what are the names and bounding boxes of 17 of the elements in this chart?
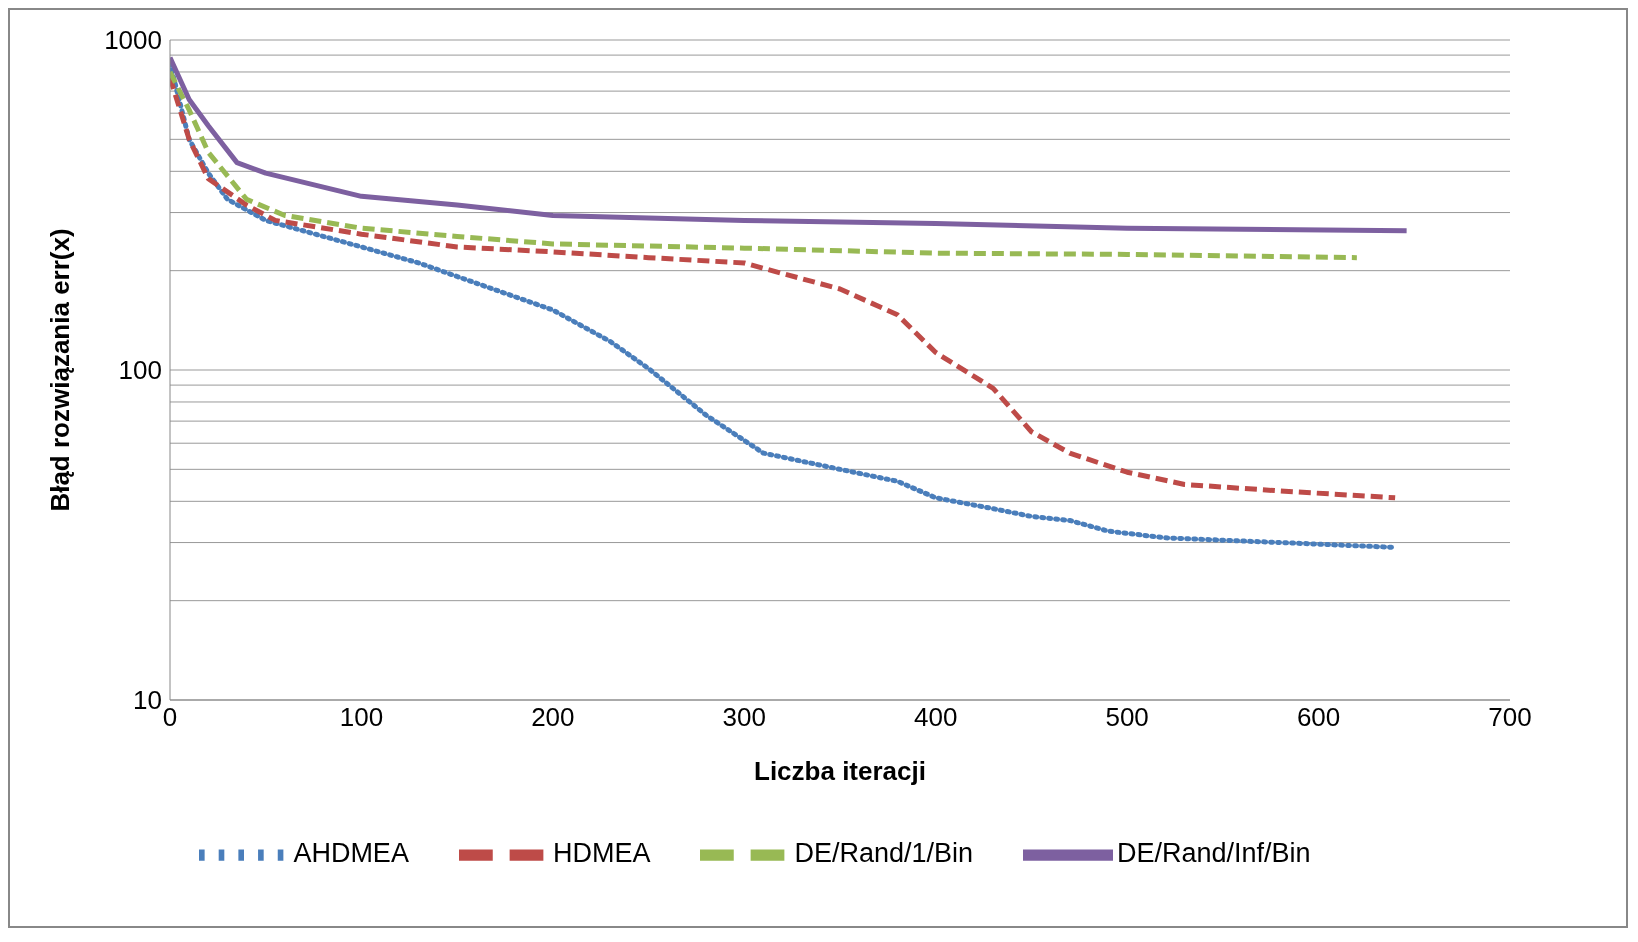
x-tick-label: 500 [1105, 702, 1149, 733]
x-axis-title: Liczba iteracji [754, 756, 926, 786]
y-tick-label: 100 [118, 355, 162, 386]
x-tick-label: 0 [162, 702, 178, 733]
x-tick-label: 700 [1488, 702, 1532, 733]
legend-label: DE/Rand/Inf/Bin [1117, 838, 1311, 869]
x-tick-label: 200 [531, 702, 575, 733]
legend-label: AHDMEA [293, 838, 409, 869]
x-tick-label: 100 [339, 702, 384, 733]
legend-label: HDMEA [552, 838, 651, 869]
legend-label: DE/Rand/1/Bin [794, 838, 974, 869]
x-tick-label: 600 [1296, 702, 1341, 733]
y-tick-label: 10 [133, 685, 162, 716]
y-tick-label: 1000 [104, 25, 162, 56]
x-tick-label: 300 [722, 702, 766, 733]
x-tick-label: 400 [914, 702, 958, 733]
y-axis-title: Błąd rozwiązania err(x) [45, 228, 76, 512]
